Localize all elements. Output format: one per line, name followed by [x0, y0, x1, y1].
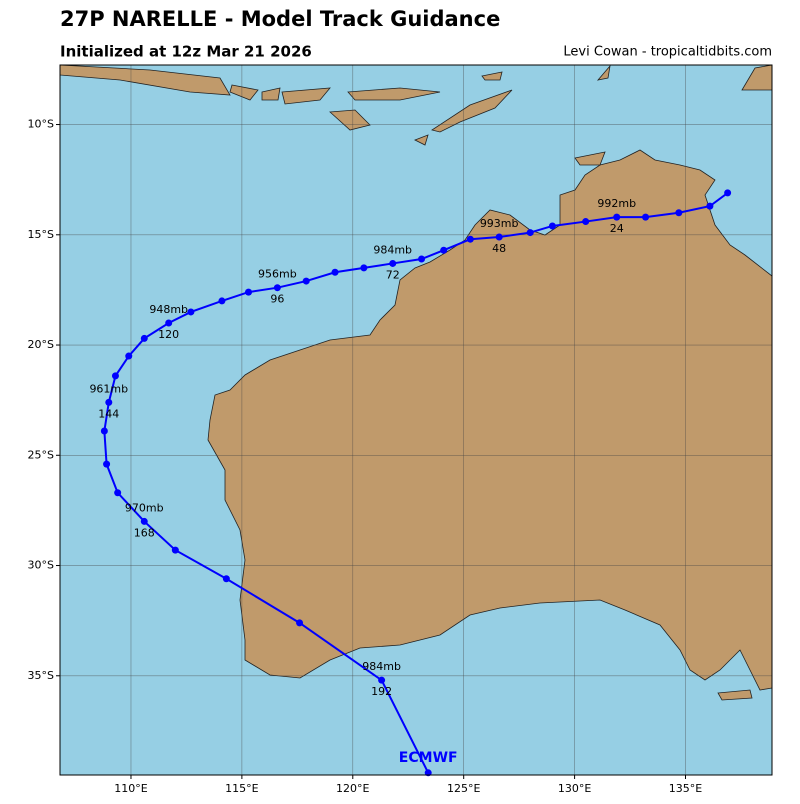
- island: [281, 87, 331, 105]
- track-point: [103, 460, 111, 468]
- island: [574, 151, 606, 166]
- title: 27P NARELLE - Model Track Guidance: [60, 7, 500, 31]
- track-point: [105, 398, 113, 406]
- model-label: ECMWF: [399, 750, 458, 766]
- track-point: [440, 246, 448, 254]
- track-point: [389, 259, 397, 267]
- tasmania-edge: [717, 689, 753, 701]
- hour-label: 144: [98, 407, 119, 420]
- track-point: [125, 352, 133, 360]
- x-tick-label: 110°E: [114, 782, 147, 795]
- hour-label: 72: [386, 268, 400, 281]
- x-tick-label: 120°E: [336, 782, 369, 795]
- hour-label: 96: [270, 293, 284, 306]
- plot-frame: [59, 64, 773, 776]
- island: [596, 65, 611, 81]
- island: [414, 134, 429, 146]
- track-point: [378, 676, 386, 684]
- track-point: [187, 308, 195, 316]
- track-point: [100, 427, 108, 435]
- pressure-label: 961mb: [89, 382, 128, 395]
- hour-label: 120: [158, 328, 179, 341]
- y-tick-label: 25°S: [28, 448, 54, 461]
- hour-label: 24: [610, 222, 624, 235]
- track-point: [140, 517, 148, 525]
- island: [481, 71, 503, 81]
- track-point: [273, 284, 281, 292]
- track-point: [548, 222, 556, 230]
- pressure-label: 956mb: [258, 268, 297, 281]
- plot-area: 992mb 24 993mb 48 984mb 72 956mb 96 948mb 120 961m…: [60, 65, 772, 777]
- pressure-label: 984mb: [373, 243, 412, 256]
- track-point: [171, 546, 179, 554]
- y-tick-label: 20°S: [28, 338, 54, 351]
- track-point: [495, 233, 503, 241]
- track-point: [114, 489, 122, 497]
- hour-label: 168: [134, 526, 155, 539]
- track-point: [140, 334, 148, 342]
- track-point: [111, 372, 119, 380]
- track-point: [526, 229, 534, 237]
- australia: [207, 149, 772, 691]
- hour-label: 48: [492, 242, 506, 255]
- track-point: [582, 218, 590, 226]
- timor: [431, 89, 513, 133]
- pressure-label: 984mb: [362, 660, 401, 673]
- x-tick-label: 135°E: [669, 782, 702, 795]
- track-point: [222, 575, 230, 583]
- track-point: [642, 213, 650, 221]
- island: [229, 84, 259, 101]
- track-point: [245, 288, 253, 296]
- y-tick-label: 15°S: [28, 228, 54, 241]
- track-point: [331, 268, 339, 276]
- hour-label: 192: [371, 685, 392, 698]
- track-point: [613, 213, 621, 221]
- track-line: [103, 192, 729, 774]
- subtitle: Initialized at 12z Mar 21 2026: [60, 43, 312, 61]
- track-point: [165, 319, 173, 327]
- track-point: [218, 297, 226, 305]
- y-tick-label: 35°S: [28, 669, 54, 682]
- track-point: [706, 202, 714, 210]
- track-point: [418, 255, 426, 263]
- pressure-label: 993mb: [480, 217, 519, 230]
- track-point: [302, 277, 310, 285]
- y-tick-label: 10°S: [28, 118, 54, 131]
- pressure-label: 948mb: [149, 303, 188, 316]
- track-point: [296, 619, 304, 627]
- island: [261, 87, 281, 101]
- y-tick-label: 30°S: [28, 559, 54, 572]
- track-point: [466, 235, 474, 243]
- credit: Levi Cowan - tropicaltidbits.com: [563, 45, 772, 60]
- track-point: [724, 189, 732, 197]
- x-tick-label: 125°E: [447, 782, 480, 795]
- java: [60, 65, 231, 96]
- x-tick-label: 115°E: [225, 782, 258, 795]
- new-guinea-edge: [741, 65, 772, 91]
- x-tick-label: 130°E: [558, 782, 591, 795]
- pressure-label: 992mb: [597, 197, 636, 210]
- pressure-label: 970mb: [125, 501, 164, 514]
- track-point: [360, 264, 368, 272]
- island: [347, 87, 441, 101]
- island: [329, 109, 371, 131]
- track-point: [675, 209, 683, 217]
- land: [60, 65, 772, 701]
